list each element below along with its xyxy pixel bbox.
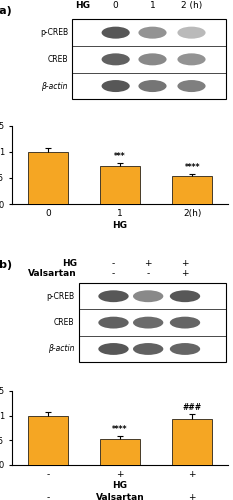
Ellipse shape bbox=[98, 343, 129, 355]
Text: HG: HG bbox=[62, 259, 77, 268]
Ellipse shape bbox=[102, 80, 130, 92]
Text: 2 (h): 2 (h) bbox=[181, 1, 202, 10]
Ellipse shape bbox=[138, 80, 167, 92]
Ellipse shape bbox=[177, 80, 206, 92]
Text: ***: *** bbox=[114, 152, 126, 161]
Text: -: - bbox=[147, 269, 150, 278]
Ellipse shape bbox=[177, 54, 206, 66]
Text: -: - bbox=[112, 259, 115, 268]
Ellipse shape bbox=[170, 290, 200, 302]
Bar bbox=[28, 152, 68, 204]
Text: p-CREB: p-CREB bbox=[40, 28, 68, 37]
Ellipse shape bbox=[170, 316, 200, 328]
Ellipse shape bbox=[138, 26, 167, 38]
Text: 1: 1 bbox=[150, 1, 155, 10]
Ellipse shape bbox=[98, 316, 129, 328]
Ellipse shape bbox=[177, 26, 206, 38]
Text: ****: **** bbox=[112, 425, 128, 434]
Text: CREB: CREB bbox=[48, 55, 68, 64]
Text: +: + bbox=[144, 259, 152, 268]
Text: p-CREB: p-CREB bbox=[46, 292, 75, 300]
Text: (b): (b) bbox=[0, 260, 12, 270]
Ellipse shape bbox=[98, 290, 129, 302]
Ellipse shape bbox=[138, 54, 167, 66]
FancyBboxPatch shape bbox=[79, 283, 226, 362]
Text: Valsartan: Valsartan bbox=[28, 269, 77, 278]
Bar bbox=[172, 419, 212, 465]
Ellipse shape bbox=[102, 54, 130, 66]
Text: HG: HG bbox=[113, 482, 127, 490]
Text: Valsartan: Valsartan bbox=[96, 493, 144, 500]
Ellipse shape bbox=[133, 290, 163, 302]
Text: 0: 0 bbox=[113, 1, 119, 10]
Text: -: - bbox=[46, 493, 49, 500]
Text: ###: ### bbox=[183, 403, 202, 412]
Text: ****: **** bbox=[185, 162, 200, 172]
Ellipse shape bbox=[170, 343, 200, 355]
Text: (a): (a) bbox=[0, 6, 12, 16]
Text: β-actin: β-actin bbox=[41, 82, 68, 90]
Bar bbox=[100, 166, 140, 204]
Bar bbox=[28, 416, 68, 465]
Text: HG: HG bbox=[113, 222, 127, 230]
Text: +: + bbox=[181, 259, 189, 268]
Ellipse shape bbox=[102, 26, 130, 38]
Text: CREB: CREB bbox=[54, 318, 75, 327]
Text: -: - bbox=[118, 493, 122, 500]
Text: HG: HG bbox=[75, 1, 90, 10]
Text: β-actin: β-actin bbox=[48, 344, 75, 354]
Ellipse shape bbox=[133, 343, 163, 355]
Text: -: - bbox=[112, 269, 115, 278]
Text: +: + bbox=[188, 493, 196, 500]
Ellipse shape bbox=[133, 316, 163, 328]
FancyBboxPatch shape bbox=[72, 20, 226, 100]
Bar bbox=[172, 176, 212, 204]
Bar bbox=[100, 439, 140, 465]
Text: +: + bbox=[181, 269, 189, 278]
